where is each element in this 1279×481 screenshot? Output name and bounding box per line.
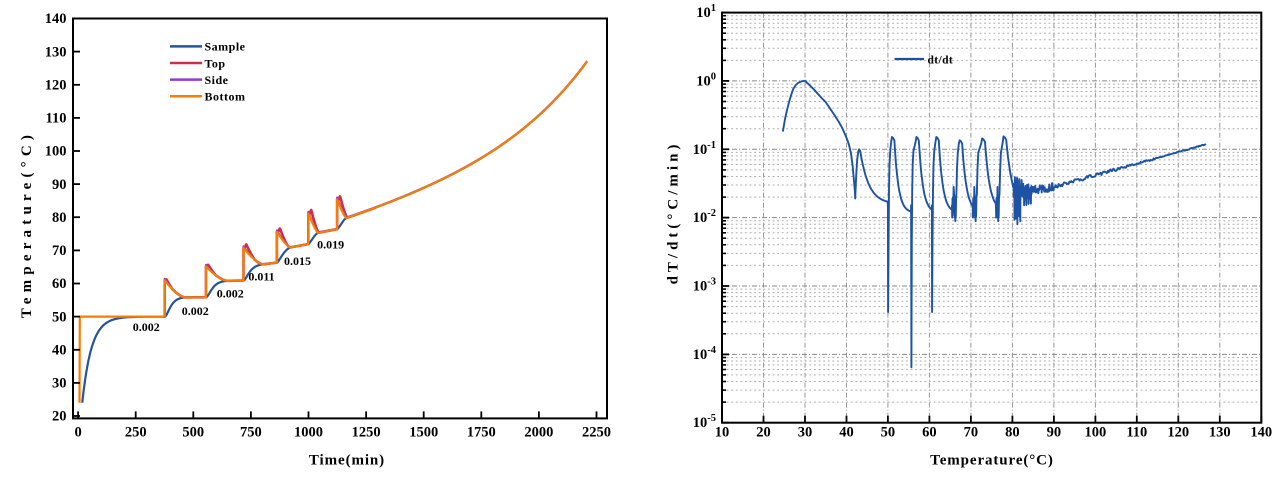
svg-text:30: 30 — [798, 425, 813, 441]
svg-text:90: 90 — [52, 177, 67, 193]
svg-text:80: 80 — [52, 210, 67, 226]
svg-text:10: 10 — [715, 425, 730, 441]
svg-text:0.015: 0.015 — [284, 254, 311, 268]
svg-text:30: 30 — [52, 376, 67, 392]
svg-text:90: 90 — [1047, 425, 1062, 441]
svg-text:1500: 1500 — [409, 425, 438, 441]
svg-text:50: 50 — [52, 309, 67, 325]
svg-text:1000: 1000 — [294, 425, 323, 441]
svg-text:100: 100 — [1085, 425, 1107, 441]
svg-text:0.002: 0.002 — [182, 304, 209, 318]
svg-text:50: 50 — [881, 425, 896, 441]
svg-text:dt/dt: dt/dt — [928, 54, 954, 66]
svg-text:Time(min): Time(min) — [309, 453, 385, 469]
svg-text:2000: 2000 — [524, 425, 553, 441]
svg-text:Temperature(°C): Temperature(°C) — [19, 130, 35, 318]
svg-text:Temperature(°C): Temperature(°C) — [930, 453, 1054, 469]
svg-text:130: 130 — [45, 44, 67, 60]
svg-text:120: 120 — [45, 78, 67, 94]
svg-text:130: 130 — [1209, 425, 1231, 441]
svg-text:120: 120 — [1167, 425, 1189, 441]
svg-text:140: 140 — [45, 11, 67, 27]
svg-text:Side: Side — [205, 73, 229, 87]
svg-text:0.002: 0.002 — [133, 320, 160, 334]
svg-text:0.019: 0.019 — [317, 237, 344, 251]
svg-text:0.011: 0.011 — [248, 270, 274, 284]
svg-text:0.002: 0.002 — [217, 287, 244, 301]
svg-text:140: 140 — [1250, 425, 1272, 441]
svg-text:20: 20 — [52, 409, 67, 425]
svg-text:70: 70 — [52, 243, 67, 259]
svg-text:1250: 1250 — [352, 425, 381, 441]
svg-text:70: 70 — [964, 425, 979, 441]
svg-text:0: 0 — [74, 425, 81, 441]
svg-text:40: 40 — [839, 425, 854, 441]
svg-text:Top: Top — [205, 56, 226, 70]
svg-text:110: 110 — [1126, 425, 1147, 441]
svg-text:dT/dt(°C/min): dT/dt(°C/min) — [666, 141, 682, 285]
svg-text:20: 20 — [756, 425, 771, 441]
svg-text:Bottom: Bottom — [205, 90, 246, 104]
svg-text:80: 80 — [1005, 425, 1020, 441]
svg-text:60: 60 — [52, 276, 67, 292]
svg-text:110: 110 — [46, 111, 67, 127]
svg-text:750: 750 — [240, 425, 262, 441]
svg-text:250: 250 — [125, 425, 147, 441]
svg-text:40: 40 — [52, 342, 67, 358]
svg-text:500: 500 — [182, 425, 204, 441]
svg-text:Sample: Sample — [205, 40, 246, 54]
svg-text:1750: 1750 — [467, 425, 496, 441]
svg-text:60: 60 — [922, 425, 937, 441]
svg-text:100: 100 — [45, 144, 67, 160]
svg-text:2250: 2250 — [582, 425, 611, 441]
